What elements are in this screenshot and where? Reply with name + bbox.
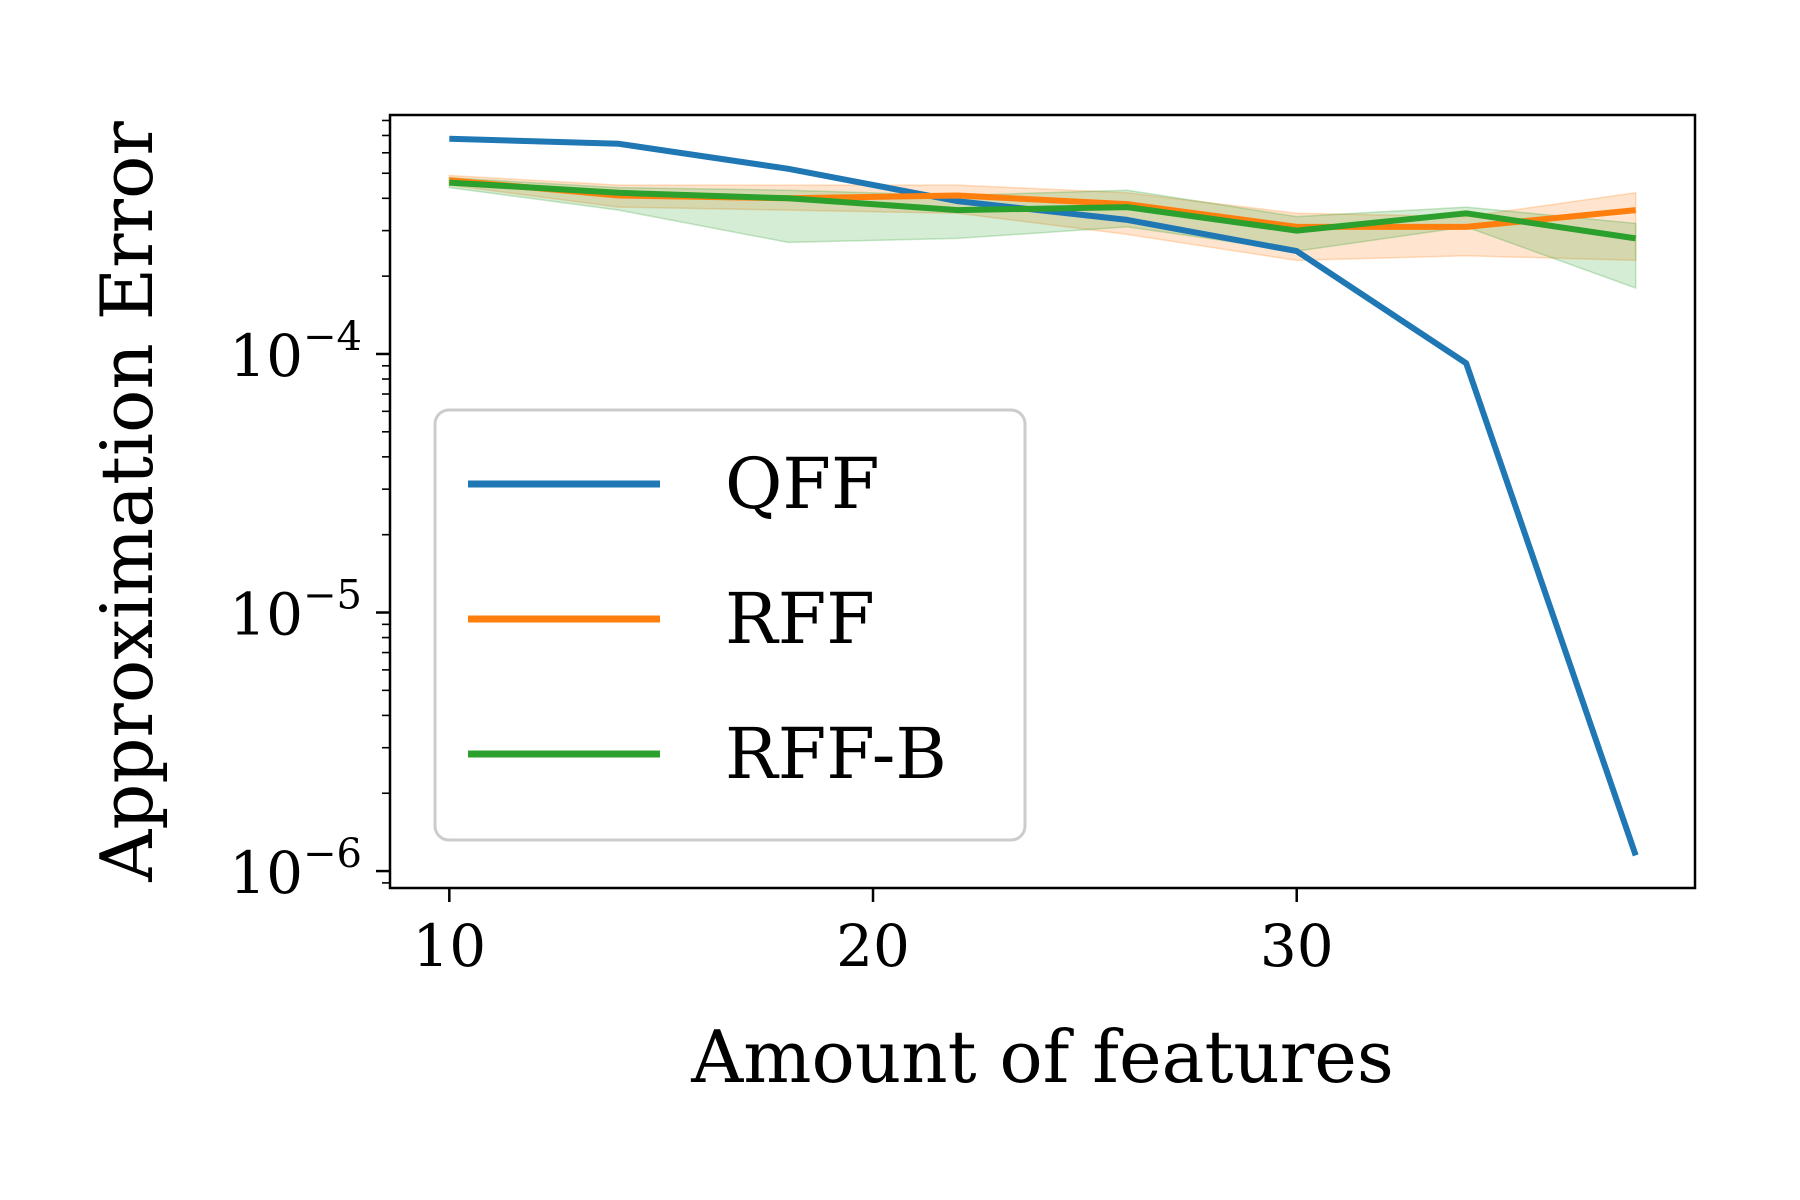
x-tick-label: 20: [836, 912, 910, 980]
x-tick-label: 30: [1260, 912, 1334, 980]
y-axis-title: Approximation Error: [85, 121, 169, 883]
y-tick-label: 10−6: [229, 831, 362, 907]
series-lines: [449, 135, 1639, 857]
x-axis-title: Amount of features: [690, 1015, 1394, 1099]
legend-label-qff: QFF: [725, 443, 880, 525]
legend: QFF RFF RFF-B: [433, 408, 1027, 842]
x-ticks: 10 20 30: [412, 888, 1334, 980]
x-tick-label: 10: [412, 912, 486, 980]
series-line-rff-b: [449, 179, 1637, 242]
y-tick-label: 10−4: [229, 314, 362, 390]
plot-frame: [388, 113, 1697, 890]
y-tick-label: 10−5: [229, 573, 362, 649]
y-minor-ticks: [382, 119, 390, 884]
legend-box: [433, 408, 1027, 842]
legend-label-rff-b: RFF-B: [725, 713, 947, 795]
y-ticks: 10−6 10−5 10−4: [229, 314, 390, 907]
legend-label-rff: RFF: [725, 578, 875, 660]
